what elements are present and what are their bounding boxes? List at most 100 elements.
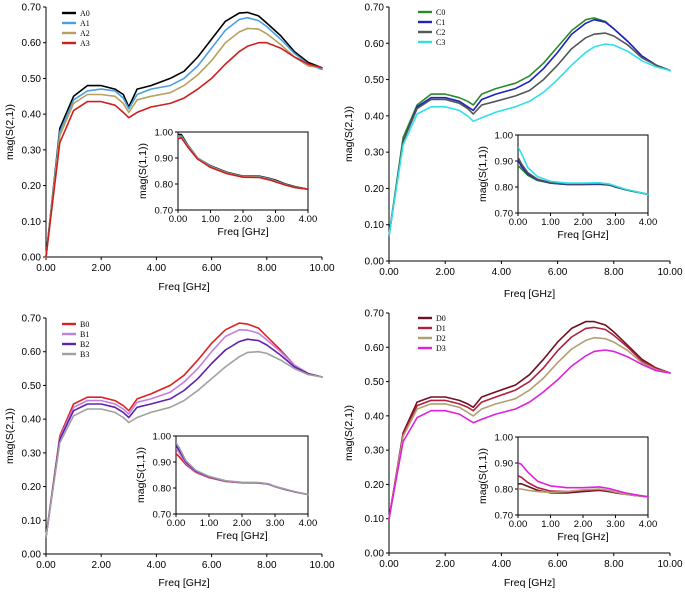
inset-chart: 0.00 1.00 2.00 3.00 4.000.700.800.901.00Freq… — [135, 432, 317, 543]
inset-x-tick-label: 4.00 — [299, 518, 318, 529]
main-x-tick-label: 8.00 — [604, 267, 624, 278]
inset-x-tick-label: 3.00 — [266, 214, 285, 225]
main-y-tick-label: 0.00 — [22, 253, 42, 264]
inset-x-tick-label: 0.00 — [509, 217, 528, 228]
inset-chart: 0.00 1.00 2.00 3.00 4.000.700.800.901.00Freq… — [477, 433, 657, 544]
main-y-tick-label: 0.60 — [365, 39, 385, 50]
legend-label-B2: B2 — [80, 340, 89, 349]
main-y-tick-label: 0.70 — [365, 3, 385, 14]
main-series-D1 — [388, 326, 671, 520]
inset-x-tick-label: 1.00 — [200, 518, 219, 529]
legend-label-B1: B1 — [80, 330, 89, 339]
inset-series-D2 — [517, 488, 649, 498]
main-series-D0 — [388, 320, 671, 520]
main-x-tick-label: 6.00 — [202, 263, 222, 274]
inset-x-axis-title: Freq [GHz] — [216, 530, 267, 542]
legend-label-D1: D1 — [436, 324, 446, 333]
main-y-tick-label: 0.00 — [22, 550, 42, 561]
main-x-tick-label: 0.00 — [379, 267, 399, 278]
main-x-tick-label: 2.00 — [435, 267, 455, 278]
inset-x-tick-label: 2.00 — [574, 217, 593, 228]
main-x-axis-title: Freq [GHz] — [158, 577, 209, 589]
inset-x-tick-label: 4.00 — [299, 214, 318, 225]
inset-inset-frame — [177, 131, 309, 211]
main-y-tick-label: 0.30 — [22, 145, 42, 156]
inset-y-tick-label: 0.90 — [155, 154, 174, 165]
inset-x-tick-label: 2.00 — [574, 519, 593, 530]
legend-label-A2: A2 — [80, 29, 90, 38]
inset-y-tick-label: 1.00 — [495, 433, 514, 444]
legend-label-C2: C2 — [436, 28, 445, 37]
main-y-tick-label: 0.30 — [22, 448, 42, 459]
inset-inset-frame — [517, 134, 649, 214]
legend-label-C3: C3 — [436, 38, 445, 47]
inset-y-tick-label: 0.80 — [153, 484, 172, 495]
main-x-tick-label: 10.00 — [309, 263, 334, 274]
inset-series-C3 — [517, 147, 649, 196]
inset-x-tick-label: 3.00 — [606, 217, 625, 228]
main-x-tick-label: 0.00 — [379, 559, 399, 570]
main-series-D3 — [388, 349, 671, 520]
inset-y-tick-label: 0.90 — [153, 458, 172, 469]
main-y-tick-label: 0.60 — [365, 343, 385, 354]
inset-y-tick-label: 0.90 — [495, 157, 514, 168]
main-y-axis-title: mag(S(2,1)) — [343, 106, 355, 162]
legend-label-C0: C0 — [436, 8, 445, 17]
main-y-tick-label: 0.40 — [365, 111, 385, 122]
inset-y-tick-label: 0.70 — [495, 209, 514, 220]
main-x-tick-label: 0.00 — [36, 560, 56, 571]
main-series-A0 — [45, 11, 323, 258]
inset-y-tick-label: 0.80 — [495, 183, 514, 194]
main-y-tick-label: 0.00 — [365, 257, 385, 268]
main-y-tick-label: 0.10 — [365, 514, 385, 525]
main-series-A2 — [45, 27, 323, 258]
main-y-tick-label: 0.40 — [22, 110, 42, 121]
inset-x-tick-label: 3.00 — [266, 518, 285, 529]
main-x-tick-label: 8.00 — [257, 263, 277, 274]
main-y-tick-label: 0.50 — [365, 75, 385, 86]
inset-x-tick-label: 4.00 — [639, 519, 658, 530]
inset-x-tick-label: 0.00 — [169, 214, 188, 225]
inset-x-tick-label: 0.00 — [167, 518, 186, 529]
main-y-tick-label: 0.50 — [22, 381, 42, 392]
inset-y-tick-label: 0.80 — [155, 180, 174, 191]
main-x-axis-title: Freq [GHz] — [158, 281, 209, 293]
main-y-tick-label: 0.10 — [22, 217, 42, 228]
main-x-tick-label: 4.00 — [147, 263, 167, 274]
main-x-tick-label: 6.00 — [202, 560, 222, 571]
inset-x-tick-label: 1.00 — [201, 214, 220, 225]
main-y-tick-label: 0.30 — [365, 148, 385, 159]
main-y-tick-label: 0.70 — [22, 3, 42, 14]
main-series-B3 — [45, 350, 323, 538]
inset-x-tick-label: 1.00 — [541, 519, 560, 530]
main-x-tick-label: 4.00 — [492, 267, 512, 278]
main-series-C1 — [388, 18, 671, 237]
inset-y-tick-label: 0.70 — [153, 510, 172, 521]
main-x-axis-title: Freq [GHz] — [504, 577, 555, 589]
legend-label-D0: D0 — [436, 314, 446, 323]
inset-x-tick-label: 1.00 — [541, 217, 560, 228]
inset-y-tick-label: 1.00 — [495, 131, 514, 142]
main-y-tick-label: 0.60 — [22, 347, 42, 358]
inset-chart: 0.00 1.00 2.00 3.00 4.000.700.800.901.00Freq… — [137, 128, 317, 239]
inset-y-tick-label: 0.90 — [495, 459, 514, 470]
inset-x-tick-label: 2.00 — [234, 214, 253, 225]
main-y-tick-label: 0.50 — [22, 74, 42, 85]
legend-label-B0: B0 — [80, 320, 89, 329]
inset-inset-frame — [175, 435, 309, 515]
main-y-tick-label: 0.50 — [365, 377, 385, 388]
inset-x-tick-label: 3.00 — [606, 519, 625, 530]
main-x-tick-label: 2.00 — [435, 559, 455, 570]
main-y-axis-title: mag(S(2,1)) — [4, 408, 16, 464]
main-series-B0 — [45, 322, 323, 538]
main-y-axis-title: mag(S(2,1)) — [4, 104, 16, 160]
legend-label-A3: A3 — [80, 39, 90, 48]
main-series-B2 — [45, 338, 323, 538]
main-y-tick-label: 0.70 — [22, 314, 42, 325]
inset-x-tick-label: 4.00 — [639, 217, 658, 228]
main-y-tick-label: 0.20 — [22, 482, 42, 493]
main-x-tick-label: 6.00 — [548, 559, 568, 570]
